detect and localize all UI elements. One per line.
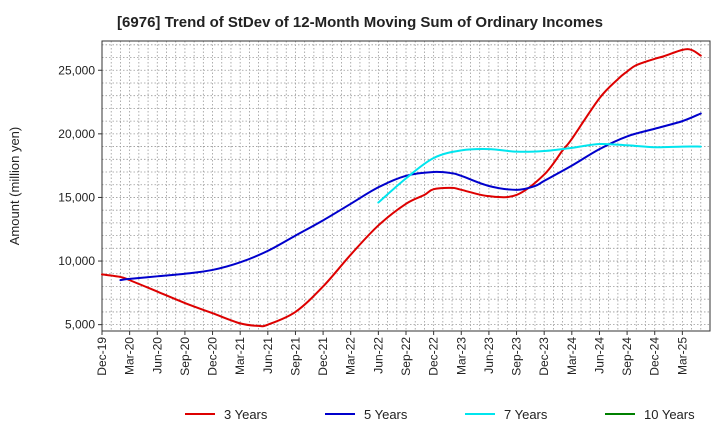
legend-label-7-years: 7 Years [504,407,548,422]
chart-title: [6976] Trend of StDev of 12-Month Moving… [117,14,603,31]
x-tick-label: Sep-21 [288,337,302,376]
x-tick-label: Dec-24 [648,337,662,376]
x-tick-label: Sep-22 [399,337,413,376]
series-line-5-years [119,112,702,282]
x-tick-label: Jun-24 [592,337,606,374]
x-tick-label: Sep-20 [178,337,192,376]
x-tick-label: Jun-22 [371,337,385,374]
grid [102,41,710,331]
x-tick-label: Mar-20 [123,337,137,375]
x-tick-label: Mar-24 [565,337,579,375]
x-tick-label: Jun-23 [482,337,496,374]
x-tick-label: Dec-22 [427,337,441,376]
plot-border [101,40,711,332]
x-tick-label: Dec-19 [95,337,109,376]
x-tick-label: Mar-21 [233,337,247,375]
legend-label-10-years: 10 Years [644,407,695,422]
x-tick-label: Mar-22 [344,337,358,375]
x-tick-label: Sep-24 [620,337,634,376]
x-tick-label: Dec-23 [537,337,551,376]
x-tick-label: Mar-23 [454,337,468,375]
legend-label-5-years: 5 Years [364,407,408,422]
y-axis-title: Amount (million yen) [7,127,22,246]
x-tick-label: Dec-20 [206,337,220,376]
y-tick-label: 25,000 [58,63,95,77]
x-tick-label: Jun-20 [150,337,164,374]
x-tick-label: Dec-21 [316,337,330,376]
legend-label-3-years: 3 Years [224,407,268,422]
x-tick-label: Mar-25 [675,337,689,375]
y-tick-label: 15,000 [58,190,95,204]
x-tick-label: Sep-23 [510,337,524,376]
series-line-3-years [101,48,702,328]
y-tick-label: 5,000 [65,318,95,332]
legend: 3 Years 5 Years 7 Years 10 Years [185,407,695,422]
x-tick-label: Jun-21 [261,337,275,374]
y-tick-label: 10,000 [58,254,95,268]
series-line-7-years [377,142,702,204]
y-tick-label: 20,000 [58,127,95,141]
